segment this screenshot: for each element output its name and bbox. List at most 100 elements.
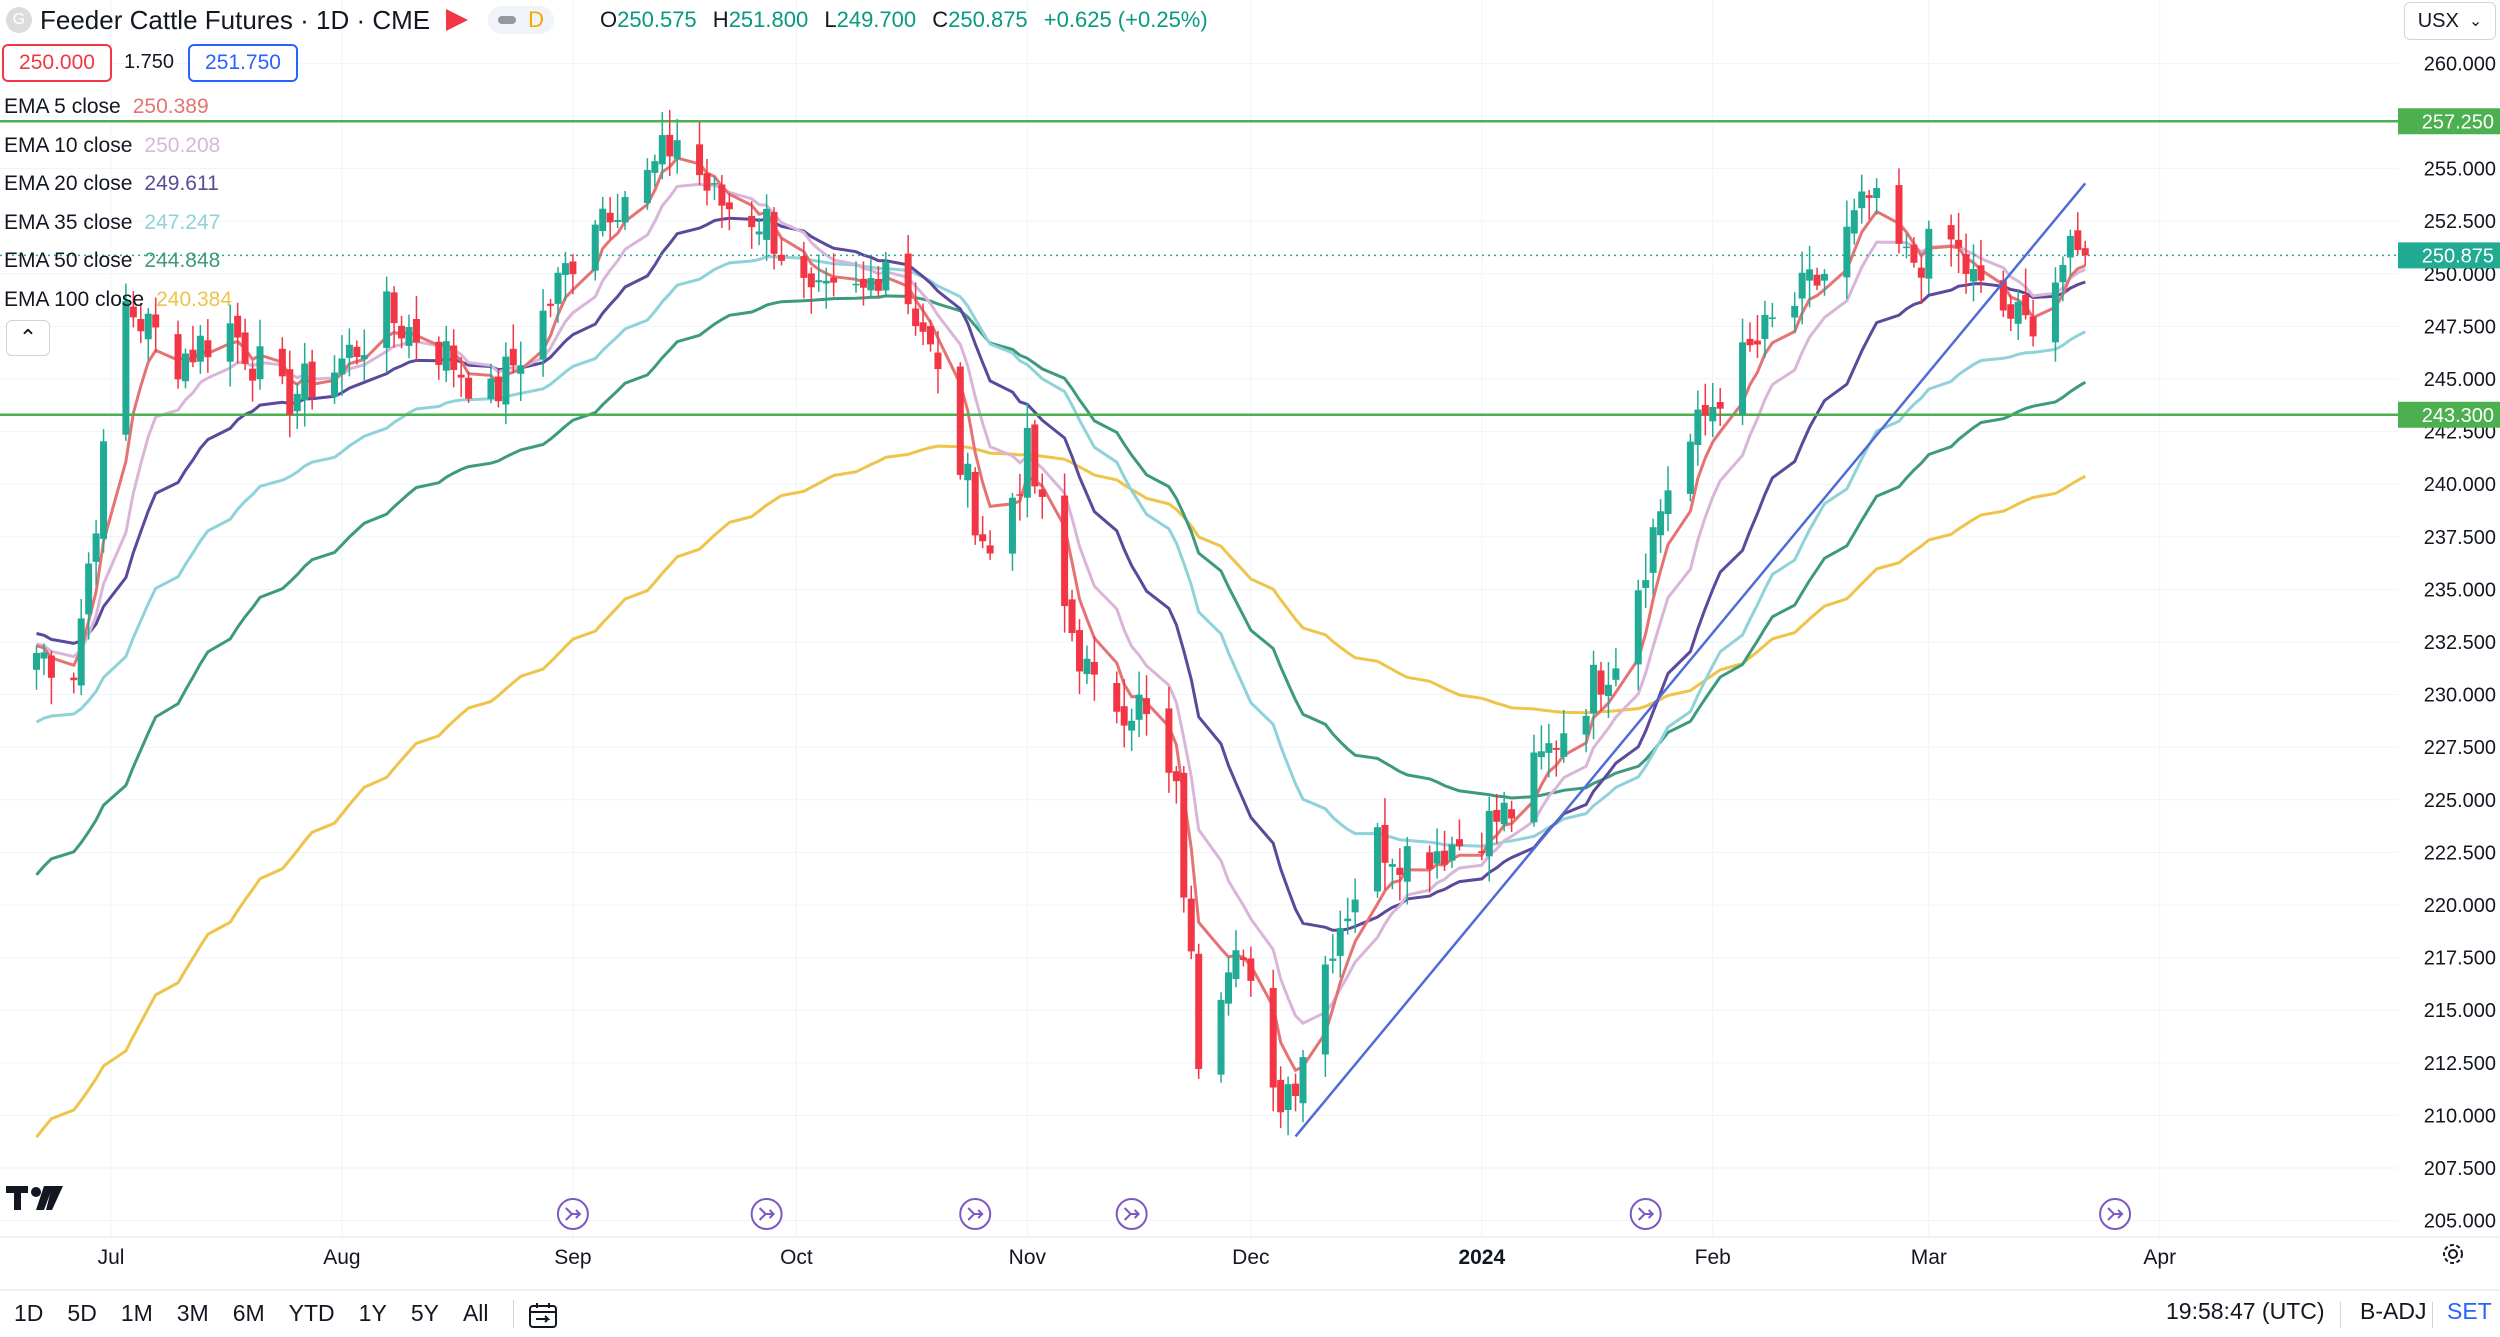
candle-body [1657,511,1665,536]
candle [1426,845,1434,893]
event-marker-icon[interactable] [750,1198,783,1230]
range-button[interactable]: 5Y [410,1300,439,1326]
range-button[interactable]: 3M [176,1300,209,1326]
candle-body [1999,280,2007,311]
candle-body [293,393,301,412]
candle-body [874,278,882,291]
sell-price-button[interactable]: 250.000 [2,44,112,82]
ema-legend-row[interactable]: EMA 20 close 249.611 [4,169,232,208]
time-axis: Jul Aug Sep Oct Nov Dec 2024 Feb Mar Apr [98,1246,2177,1269]
event-marker-icon[interactable] [1629,1198,1662,1230]
candle-body [755,231,763,235]
range-button[interactable]: 5D [67,1300,97,1326]
candle [1388,858,1396,890]
candle [1269,969,1277,1112]
candle [547,299,555,318]
candle-body [1664,490,1672,514]
candle-body [1269,987,1277,1088]
candle [1321,955,1329,1077]
candle-body [1560,733,1568,757]
range-button[interactable]: 1D [14,1300,44,1326]
candle-body [1031,424,1039,487]
candle [1329,934,1337,974]
candle [1143,675,1151,736]
tradingview-logo-icon[interactable] [6,1182,64,1221]
gear-icon[interactable] [2440,1241,2466,1274]
ema-legend-row[interactable]: EMA 5 close 250.389 [4,92,232,131]
candle-body [1441,850,1449,865]
symbol-logo-icon: G [6,7,32,33]
candle [859,261,867,306]
candle-body [353,346,361,358]
ema-legend-row[interactable]: EMA 100 close 240.384 [4,285,232,324]
price-axis-label: 222.500 [2424,842,2496,864]
adjustment-toggle[interactable]: B-ADJ [2360,1298,2427,1324]
range-button[interactable]: 1M [120,1300,153,1326]
ema-legend-row[interactable]: EMA 50 close 244.848 [4,246,232,285]
ema-legend-row[interactable]: EMA 10 close 250.208 [4,131,232,170]
symbol-title[interactable]: Feeder Cattle Futures · 1D · CME [40,4,431,35]
candle-body [1061,495,1069,607]
candle [390,286,398,348]
candle [2022,268,2030,320]
clock[interactable]: 19:58:47 (UTC) [2166,1298,2325,1324]
candle-body [1508,809,1516,819]
candle [643,158,651,210]
event-marker-icon[interactable] [959,1198,992,1230]
candle [278,337,286,385]
range-button[interactable]: 1Y [358,1300,387,1326]
candle [1396,848,1404,901]
candle-body [599,208,607,231]
candle [867,259,875,297]
candle [249,361,257,402]
calendar-range-icon[interactable] [528,1301,558,1328]
candle-body [2029,316,2037,337]
ema-line-100 [35,444,2087,1139]
candle-body [979,534,987,542]
candle-body [1634,590,1642,665]
event-marker-icon[interactable] [2099,1198,2132,1230]
bottom-toolbar: 1D 5D 1M 3M 6M YTD 1Y 5Y All [0,1290,2500,1337]
ema-line-35 [35,255,2086,848]
candle-body [971,471,979,536]
range-button[interactable]: YTD [288,1300,335,1326]
candle-body [1083,658,1091,675]
candle-body [2014,301,2022,324]
candle [1061,473,1069,633]
event-marker-icon[interactable] [556,1198,589,1230]
session-toggle[interactable]: SET [2447,1298,2492,1324]
ema-legend-row[interactable]: EMA 35 close 247.247 [4,208,232,247]
candle [1292,1073,1300,1112]
market-status-pill[interactable]: D [488,6,555,34]
candle-body [1008,497,1016,554]
price-axis-label: 215.000 [2424,1000,2496,1022]
candle-body [517,365,525,374]
range-button[interactable]: 6M [232,1300,265,1326]
candle-body [1530,752,1538,823]
time-axis-label: Aug [323,1246,360,1269]
candle-body [40,652,48,659]
event-marker-icon[interactable] [1115,1198,1148,1230]
buy-price-button[interactable]: 251.750 [188,44,298,82]
candle [1135,671,1143,738]
candle-body [286,369,294,415]
candle-body [33,653,40,670]
candle [1694,390,1702,466]
candle-body [1299,1057,1307,1104]
candle [1232,930,1240,988]
collapse-legend-button[interactable]: ⌃ [6,320,50,356]
candle [1642,553,1650,608]
candle-body [1604,684,1612,697]
candle [591,220,599,281]
candle [1023,403,1031,518]
candle [1925,220,1933,294]
flag-icon[interactable] [446,9,469,31]
range-button[interactable]: All [462,1300,489,1326]
price-axis-label: 250.000 [2424,264,2496,286]
ema-line-50 [35,294,2087,876]
currency-select[interactable]: USX ⌄ [2404,2,2496,40]
candle [1068,589,1076,642]
candle-body [867,278,875,291]
candle [1582,709,1590,753]
